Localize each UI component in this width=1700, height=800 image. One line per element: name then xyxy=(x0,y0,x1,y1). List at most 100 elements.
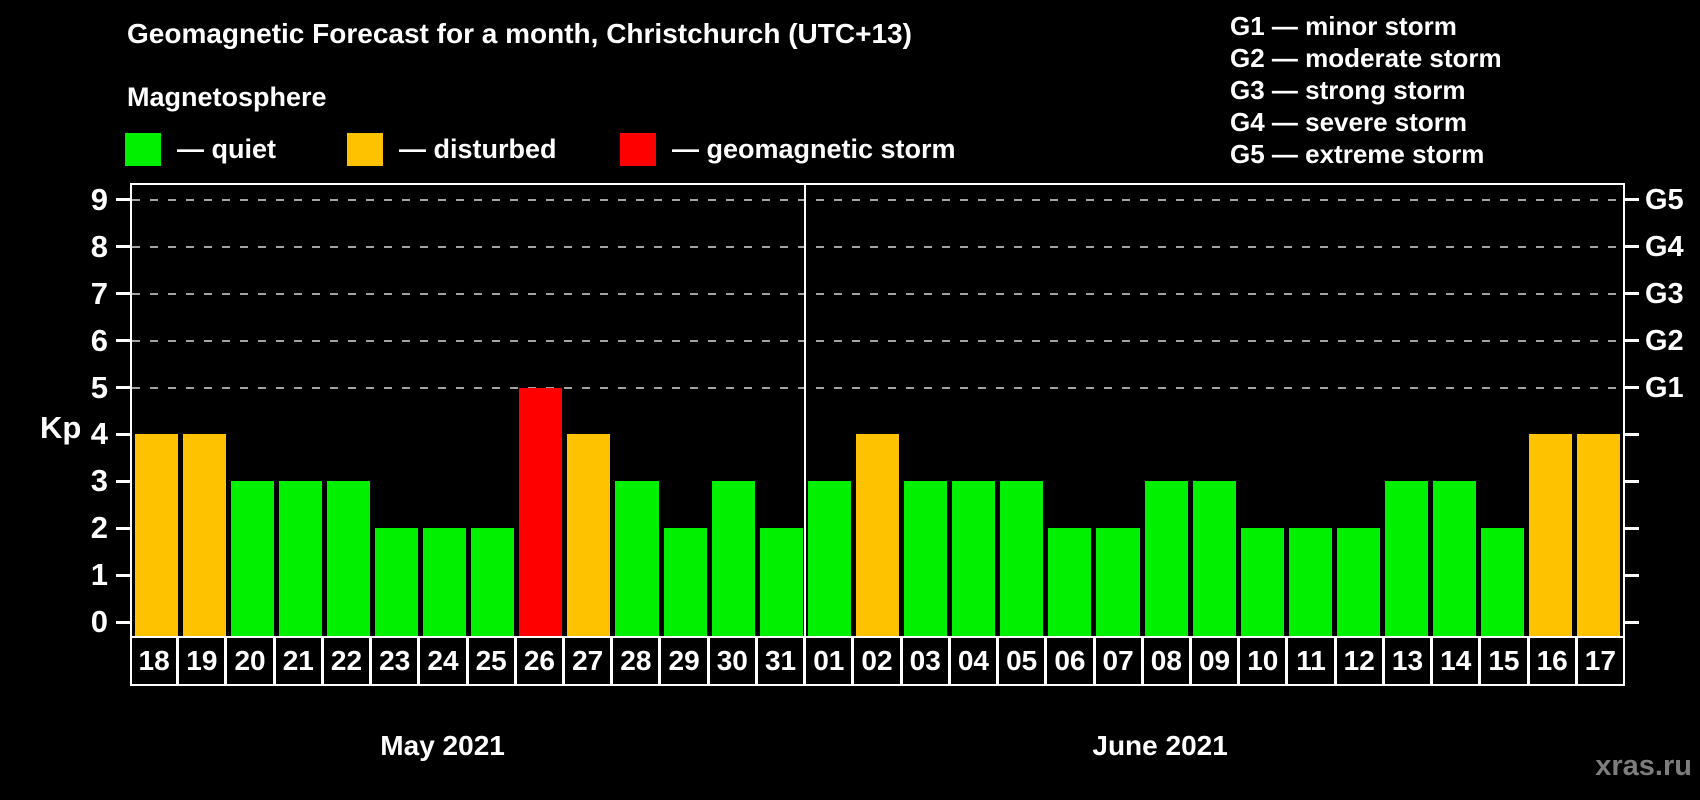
right-tick-kp-0 xyxy=(1625,620,1639,624)
kp-bar-june-14 xyxy=(1433,481,1477,636)
kp-bar-june-03 xyxy=(904,481,948,636)
day-label-20: 20 xyxy=(225,636,275,686)
month-label-june: June 2021 xyxy=(1092,730,1228,761)
day-label-08: 08 xyxy=(1141,636,1191,686)
kp-bar-may-21 xyxy=(278,481,322,636)
day-label-06: 06 xyxy=(1045,636,1095,686)
right-tick-kp-1 xyxy=(1625,573,1639,577)
kp-bar-may-30 xyxy=(711,481,755,636)
gridline-kp-8 xyxy=(132,245,1623,248)
kp-bar-june-07 xyxy=(1096,528,1140,636)
day-label-10: 10 xyxy=(1238,636,1288,686)
right-tick-kp-5 xyxy=(1625,386,1639,389)
gridline-kp-9 xyxy=(132,198,1623,201)
legend-item-storm: — geomagnetic storm xyxy=(620,132,956,166)
kp-bar-june-11 xyxy=(1288,528,1332,636)
right-tick-kp-7 xyxy=(1625,292,1639,296)
day-label-22: 22 xyxy=(321,636,372,686)
day-label-16: 16 xyxy=(1527,636,1577,686)
day-label-25: 25 xyxy=(466,636,516,686)
day-label-27: 27 xyxy=(563,636,613,686)
kp-bar-may-29 xyxy=(663,528,707,636)
kp-bar-june-09 xyxy=(1192,481,1236,636)
kp-bar-june-17 xyxy=(1577,434,1621,636)
day-label-17: 17 xyxy=(1575,636,1625,686)
plot-area: 0 1 2 3 4 5 6 7 8 9 G1 G2 G3 G4 G5 xyxy=(91,182,1684,639)
storm-scale-line-5: G5 — extreme storm xyxy=(1230,139,1485,169)
kp-bar-may-26 xyxy=(519,387,563,636)
day-label-01: 01 xyxy=(804,636,854,686)
day-label-19: 19 xyxy=(177,636,227,686)
legend-swatch-disturbed xyxy=(347,132,383,166)
ytick-label-1: 1 xyxy=(90,557,108,593)
legend-label-quiet: — quiet xyxy=(177,133,276,164)
storm-scale-line-3: G3 — strong storm xyxy=(1230,75,1466,105)
ytick-label-8: 8 xyxy=(90,228,108,264)
storm-scale-legend: G1 — minor storm G2 — moderate storm G3 — … xyxy=(1230,10,1502,170)
day-label-02: 02 xyxy=(852,636,902,686)
left-tick-kp-3 xyxy=(116,479,130,483)
left-tick-kp-5 xyxy=(116,386,130,389)
day-label-04: 04 xyxy=(948,636,999,686)
kp-bar-june-06 xyxy=(1048,528,1092,636)
legend-swatch-storm xyxy=(620,132,656,166)
legend-swatch-quiet xyxy=(125,132,161,166)
right-tick-kp-3 xyxy=(1625,479,1639,483)
legend-label-disturbed: — disturbed xyxy=(399,133,557,164)
day-label-31: 31 xyxy=(755,636,806,686)
month-label-may: May 2021 xyxy=(380,730,505,761)
day-label-21: 21 xyxy=(273,636,323,686)
day-label-13: 13 xyxy=(1382,636,1433,686)
day-label-12: 12 xyxy=(1334,636,1384,686)
kp-bar-june-04 xyxy=(952,481,996,636)
day-label-30: 30 xyxy=(707,636,757,686)
ytick-label-3: 3 xyxy=(90,463,108,499)
left-tick-kp-2 xyxy=(116,526,130,530)
kp-bar-june-10 xyxy=(1240,528,1284,636)
day-label-05: 05 xyxy=(997,636,1047,686)
left-tick-kp-1 xyxy=(116,573,130,577)
left-tick-kp-6 xyxy=(116,339,130,343)
g-scale-label-G2: G2 xyxy=(1645,324,1684,357)
legend-label-storm: — geomagnetic storm xyxy=(672,133,956,164)
g-scale-label-G1: G1 xyxy=(1645,371,1684,404)
kp-bar-may-23 xyxy=(374,528,419,636)
day-label-11: 11 xyxy=(1286,636,1336,686)
g-scale-label-G5: G5 xyxy=(1645,183,1684,216)
kp-bar-june-16 xyxy=(1529,434,1573,636)
ytick-label-5: 5 xyxy=(90,369,108,405)
magnetosphere-label: Magnetosphere xyxy=(127,82,327,112)
gridline-kp-7 xyxy=(132,292,1623,295)
kp-bar-june-13 xyxy=(1385,481,1429,636)
gridline-kp-5 xyxy=(132,386,1623,389)
kp-bar-may-31 xyxy=(759,528,803,636)
storm-scale-line-2: G2 — moderate storm xyxy=(1230,43,1502,73)
g-scale-label-G4: G4 xyxy=(1645,230,1684,263)
gridline-kp-6 xyxy=(132,339,1623,342)
ytick-label-2: 2 xyxy=(90,510,108,546)
right-tick-kp-4 xyxy=(1625,432,1639,436)
kp-bar-june-01 xyxy=(807,481,851,636)
right-tick-kp-6 xyxy=(1625,339,1639,343)
kp-bar-may-24 xyxy=(423,528,467,636)
day-label-24: 24 xyxy=(418,636,468,686)
day-label-26: 26 xyxy=(514,636,565,686)
kp-bar-june-02 xyxy=(855,434,900,636)
g-scale-label-G3: G3 xyxy=(1645,277,1684,310)
kp-bar-june-05 xyxy=(1000,481,1044,636)
day-label-15: 15 xyxy=(1479,636,1529,686)
kp-bar-may-25 xyxy=(471,528,515,636)
left-tick-kp-8 xyxy=(116,245,130,249)
kp-bar-june-12 xyxy=(1336,528,1380,636)
day-label-18: 18 xyxy=(130,636,179,686)
legend-item-quiet: — quiet xyxy=(125,132,276,166)
kp-bar-may-20 xyxy=(230,481,274,636)
right-tick-kp-8 xyxy=(1625,245,1639,249)
day-label-09: 09 xyxy=(1189,636,1240,686)
kp-bar-june-08 xyxy=(1144,481,1188,636)
kp-bar-may-18 xyxy=(134,434,178,636)
day-label-29: 29 xyxy=(659,636,709,686)
storm-scale-line-4: G4 — severe storm xyxy=(1230,107,1468,137)
storm-scale-line-1: G1 — minor storm xyxy=(1230,11,1457,41)
